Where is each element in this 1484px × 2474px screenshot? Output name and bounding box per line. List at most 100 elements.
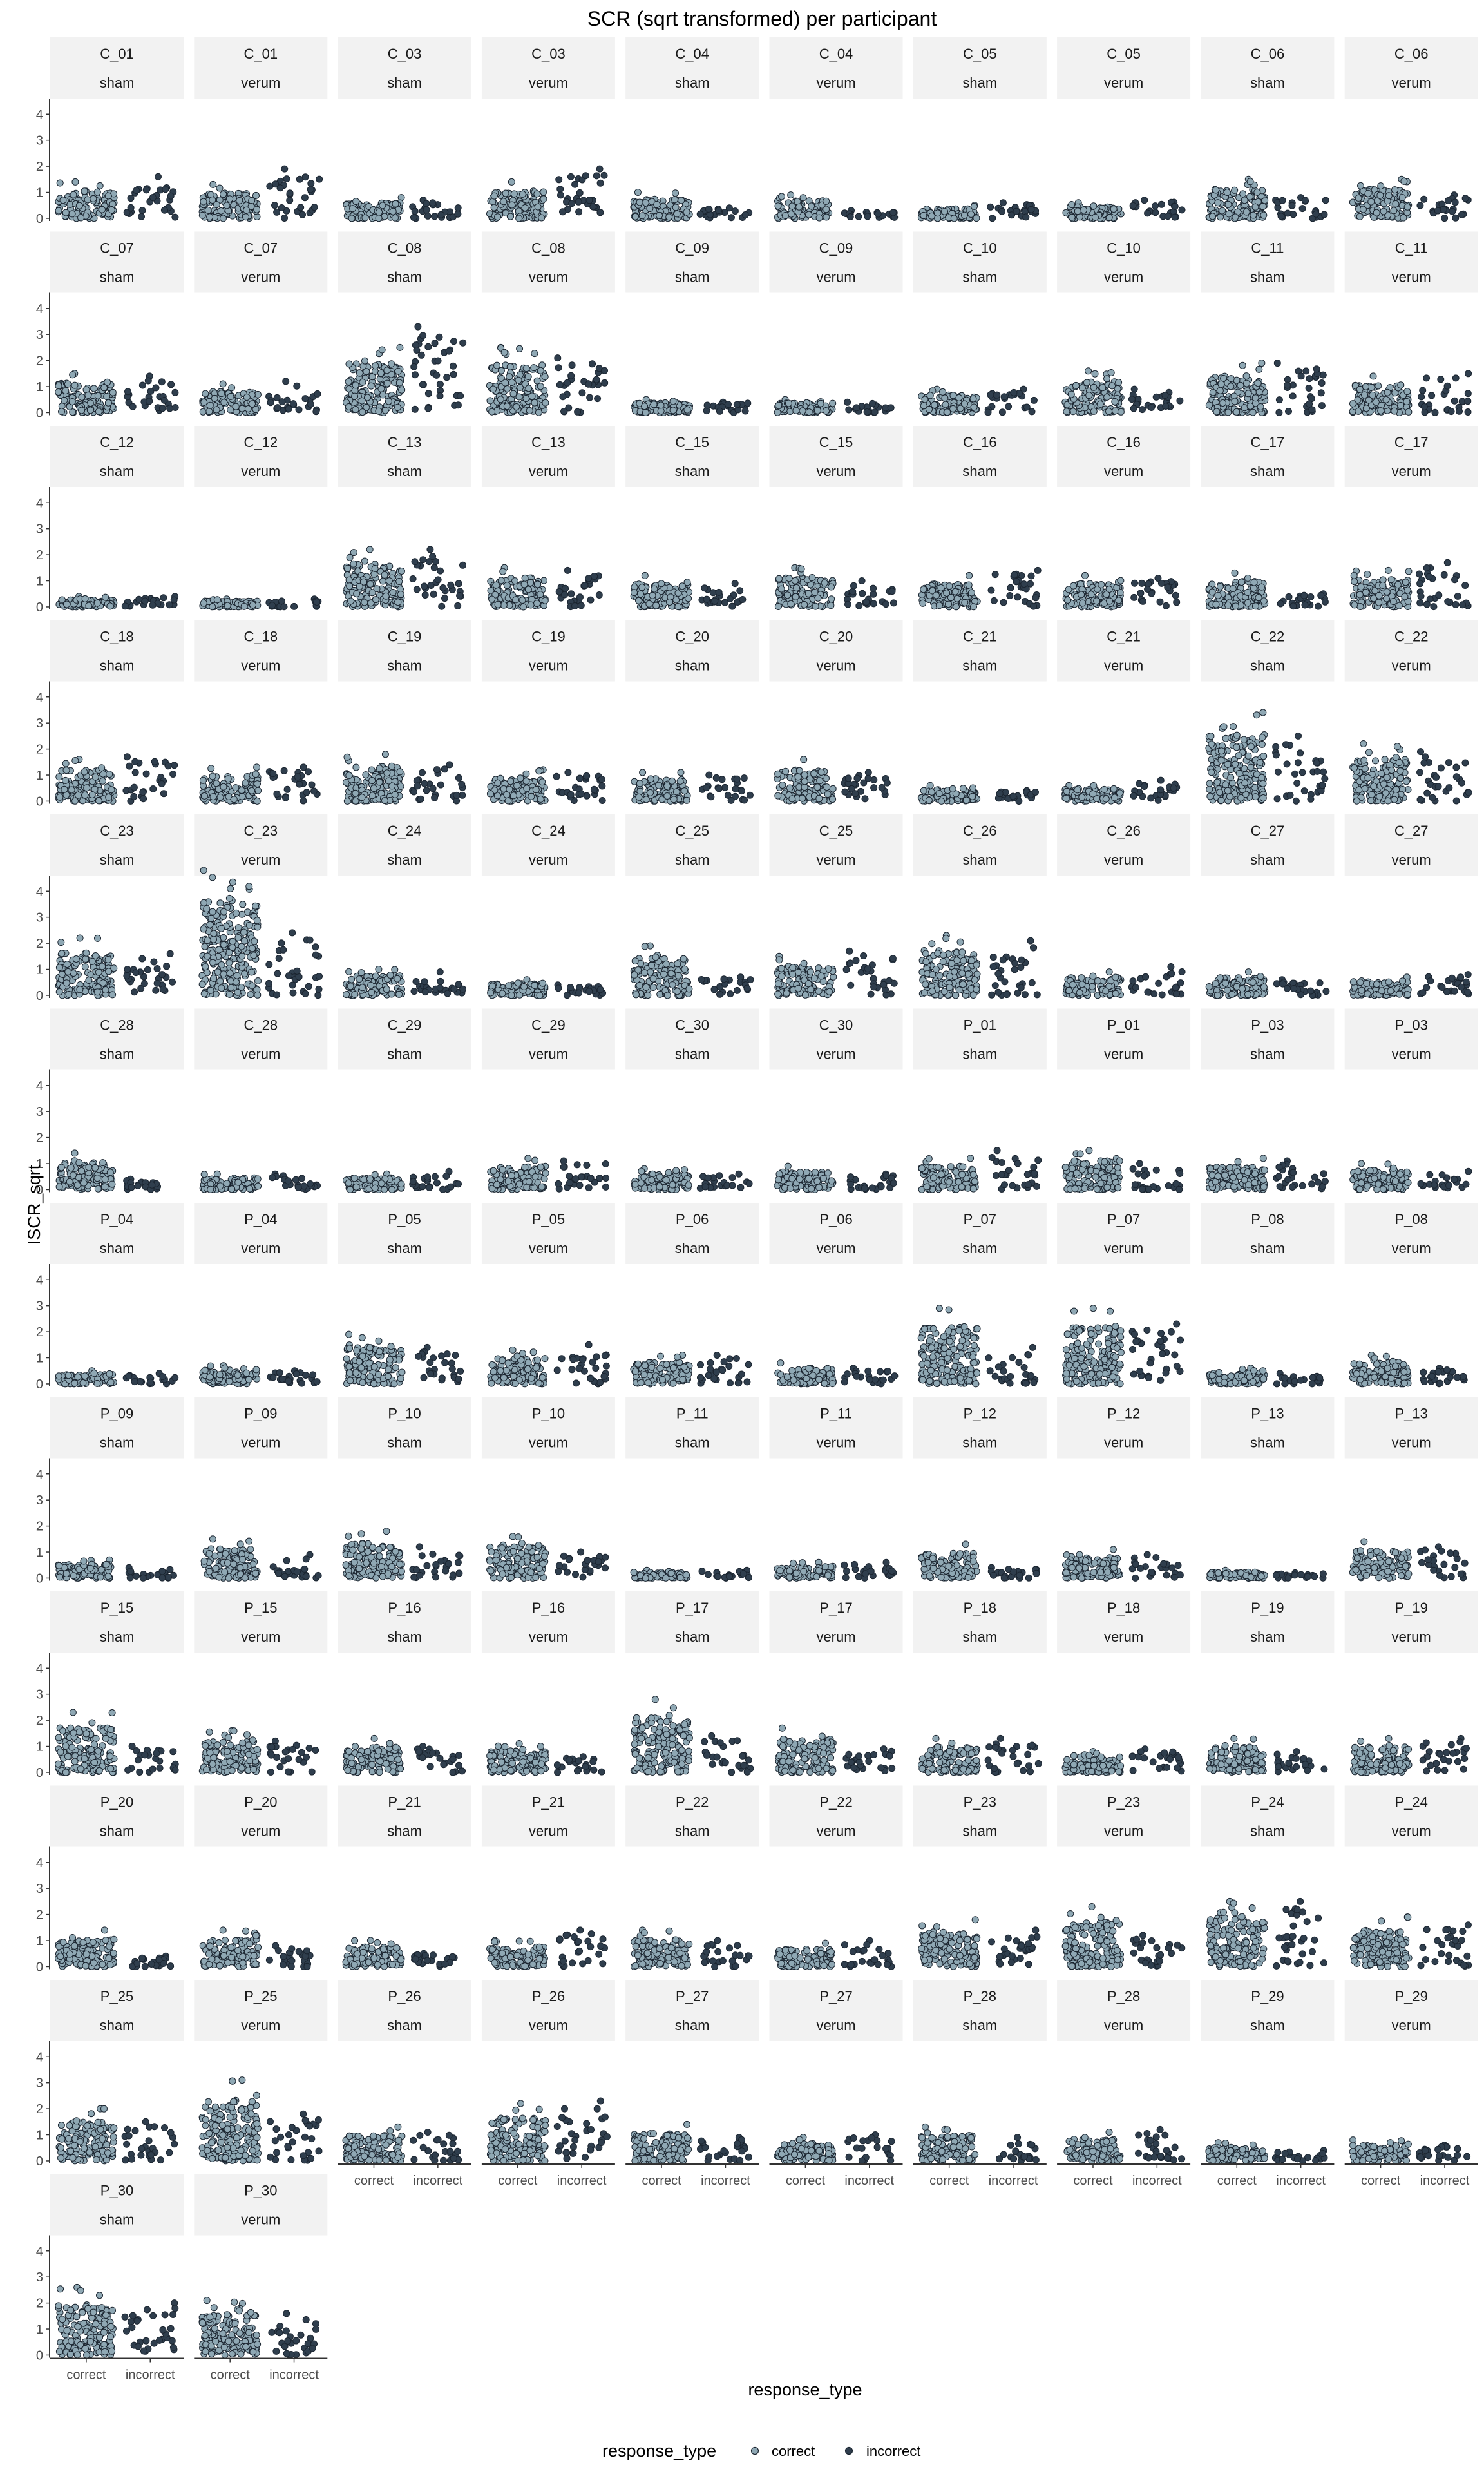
point-incorrect (1005, 403, 1013, 410)
point-correct (823, 197, 830, 205)
point-correct (829, 399, 837, 407)
facet-participant-label: C_03 (531, 46, 566, 62)
point-correct (377, 369, 385, 377)
point-incorrect (280, 767, 288, 774)
facet-condition-label: verum (816, 75, 855, 91)
point-correct (506, 363, 514, 370)
point-incorrect (455, 774, 462, 782)
point-incorrect (1461, 195, 1469, 202)
point-incorrect (283, 175, 290, 183)
point-correct (778, 193, 785, 200)
point-correct (90, 385, 98, 392)
point-correct (1403, 203, 1411, 211)
point-correct (805, 211, 813, 218)
point-incorrect (164, 762, 172, 770)
point-incorrect (130, 783, 138, 791)
point-incorrect (855, 213, 862, 220)
point-correct (828, 595, 835, 603)
facet-condition-label: sham (675, 269, 710, 285)
point-correct (515, 376, 522, 384)
point-correct (920, 211, 928, 219)
point-incorrect (419, 556, 427, 564)
point-incorrect (1144, 586, 1152, 593)
facet-participant-label: C_09 (675, 240, 709, 256)
point-correct (1103, 591, 1110, 598)
point-incorrect (593, 376, 600, 383)
facet-strip (338, 37, 471, 99)
point-correct (503, 403, 511, 410)
point-correct (523, 785, 531, 792)
point-incorrect (421, 780, 428, 787)
point-correct (85, 602, 93, 609)
point-correct (228, 384, 236, 392)
point-correct (1356, 385, 1364, 393)
point-correct (383, 379, 391, 387)
point-correct (506, 785, 513, 793)
point-correct (1364, 189, 1372, 197)
point-incorrect (889, 599, 897, 607)
point-incorrect (733, 401, 741, 408)
point-correct (1212, 186, 1220, 194)
point-incorrect (1275, 408, 1283, 416)
point-incorrect (845, 406, 853, 414)
point-incorrect (305, 768, 312, 776)
point-incorrect (874, 210, 882, 218)
point-incorrect (273, 790, 281, 798)
y-tick-label: 3 (36, 134, 43, 148)
point-correct (358, 397, 366, 405)
point-correct (253, 213, 261, 220)
point-correct (678, 197, 685, 204)
point-incorrect (577, 790, 585, 798)
point-correct (1115, 597, 1123, 604)
point-correct (71, 797, 79, 805)
point-incorrect (1139, 597, 1146, 605)
point-incorrect (1006, 592, 1014, 599)
point-correct (1376, 191, 1384, 199)
point-correct (1380, 207, 1387, 215)
point-correct (941, 394, 949, 402)
point-correct (81, 595, 89, 602)
point-correct (69, 371, 77, 379)
point-correct (1072, 381, 1080, 389)
point-incorrect (1452, 214, 1460, 222)
point-incorrect (417, 795, 424, 803)
y-tick-label: 1 (36, 186, 43, 200)
point-incorrect (1305, 385, 1313, 392)
point-incorrect (431, 340, 439, 347)
point-correct (213, 406, 220, 414)
point-correct (396, 768, 404, 776)
point-correct (953, 603, 960, 611)
point-correct (1362, 405, 1370, 412)
point-correct (1389, 598, 1397, 605)
point-incorrect (581, 582, 589, 590)
point-correct (1239, 190, 1247, 198)
point-incorrect (414, 323, 422, 331)
point-incorrect (141, 597, 149, 605)
point-correct (821, 579, 828, 587)
facet-condition-label: sham (100, 658, 135, 674)
point-correct (359, 378, 366, 386)
point-incorrect (731, 580, 739, 588)
point-incorrect (1312, 210, 1320, 218)
point-correct (793, 584, 801, 591)
point-correct (774, 202, 782, 210)
point-incorrect (278, 204, 285, 211)
point-correct (1111, 398, 1119, 405)
point-correct (522, 395, 530, 402)
point-correct (777, 585, 785, 593)
point-correct (634, 189, 642, 196)
point-correct (507, 778, 515, 785)
point-correct (657, 407, 665, 415)
point-incorrect (293, 382, 301, 390)
point-correct (1068, 201, 1076, 208)
point-incorrect (853, 404, 861, 412)
point-incorrect (1275, 396, 1283, 404)
point-correct (389, 207, 397, 215)
point-incorrect (1458, 211, 1465, 218)
point-incorrect (594, 395, 602, 403)
point-correct (211, 394, 218, 402)
point-incorrect (1285, 593, 1293, 600)
point-correct (669, 407, 677, 414)
point-incorrect (283, 785, 291, 793)
point-incorrect (600, 171, 608, 179)
